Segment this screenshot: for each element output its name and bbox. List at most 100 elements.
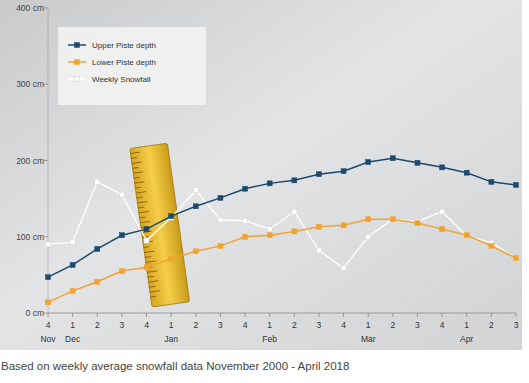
ruler-tick (149, 286, 155, 288)
y-tick (44, 160, 48, 161)
series-marker (95, 179, 100, 184)
series-marker (243, 218, 248, 223)
background (0, 0, 522, 350)
series-marker (46, 242, 51, 247)
series-marker (341, 266, 346, 271)
series-marker (316, 248, 321, 253)
series-marker (119, 233, 124, 238)
series-marker (169, 256, 174, 261)
month-label: Nov (40, 334, 56, 344)
series-marker (46, 300, 51, 305)
series-marker (218, 195, 223, 200)
y-tick (44, 236, 48, 237)
x-tick (442, 313, 443, 317)
x-tick (171, 313, 172, 317)
ruler-tick (140, 221, 150, 222)
series-marker (489, 243, 494, 248)
ruler-tick (139, 211, 149, 212)
series-marker (514, 182, 519, 187)
series-marker (267, 181, 272, 186)
series-marker (464, 233, 469, 238)
ruler-tick (151, 296, 157, 298)
ruler-tick (149, 281, 159, 282)
y-tick-label: 100 cm (16, 232, 44, 242)
series-marker (218, 243, 223, 248)
x-tick (195, 313, 196, 317)
series-marker (193, 204, 198, 209)
x-tick-label: 3 (317, 320, 322, 330)
series-marker (193, 249, 198, 254)
ruler-tick (139, 216, 145, 218)
ruler-tick (134, 177, 140, 179)
series-marker (316, 172, 321, 177)
series-marker (70, 240, 75, 245)
series-marker (119, 269, 124, 274)
series-marker (464, 233, 469, 238)
x-tick-label: 4 (144, 320, 149, 330)
series-marker (243, 234, 248, 239)
chart: 0 cm100 cm200 cm300 cm400 cm412341234123… (0, 0, 529, 383)
series-marker (218, 217, 223, 222)
x-tick (466, 313, 467, 317)
series-marker (193, 188, 198, 193)
y-axis (48, 8, 49, 313)
month-label: Dec (65, 334, 81, 344)
y-tick (44, 8, 48, 9)
series-marker (267, 227, 272, 232)
ruler-tick (133, 172, 143, 173)
x-tick-label: 2 (390, 320, 395, 330)
x-tick-label: 2 (95, 320, 100, 330)
ruler-tick (144, 251, 154, 252)
series-marker (144, 238, 149, 243)
ruler-tick (145, 256, 151, 258)
series-marker (366, 234, 371, 239)
series-marker (70, 262, 75, 267)
series-marker (292, 178, 297, 183)
month-label: Feb (262, 334, 277, 344)
x-tick (97, 313, 98, 317)
legend-label: Weekly Snowfall (92, 75, 151, 84)
legend: Upper Piste depthLower Piste depthWeekly… (58, 27, 206, 105)
x-tick (294, 313, 295, 317)
series-marker (366, 160, 371, 165)
series-marker (440, 209, 445, 214)
series-marker (144, 265, 149, 270)
ruler-tick (137, 197, 143, 199)
ruler-tick (146, 261, 156, 262)
y-tick-label: 300 cm (16, 79, 44, 89)
series-line (48, 158, 516, 277)
legend-swatch-marker (75, 43, 80, 48)
x-tick (48, 313, 49, 317)
series-marker (390, 217, 395, 222)
series-line (48, 219, 516, 302)
ruler-tick (131, 157, 137, 159)
x-tick (343, 313, 344, 317)
x-tick-label: 4 (46, 320, 51, 330)
series-marker (95, 279, 100, 284)
series-marker (95, 246, 100, 251)
series-marker (70, 288, 75, 293)
x-tick-label: 4 (243, 320, 248, 330)
series-marker (415, 221, 420, 226)
x-tick (368, 313, 369, 317)
month-label: Jan (164, 334, 178, 344)
x-tick-label: 1 (169, 320, 174, 330)
series-marker (169, 214, 174, 219)
series-marker (440, 227, 445, 232)
series-marker (267, 233, 272, 238)
series-marker (316, 224, 321, 229)
month-label: Apr (460, 334, 473, 344)
x-tick (269, 313, 270, 317)
x-tick (516, 313, 517, 317)
y-tick (44, 84, 48, 85)
x-tick-label: 2 (193, 320, 198, 330)
series-marker (464, 170, 469, 175)
ruler-tick (132, 162, 142, 163)
series-marker (292, 209, 297, 214)
series-marker (415, 160, 420, 165)
x-axis (48, 313, 516, 314)
x-tick (417, 313, 418, 317)
ruler-tick (150, 291, 160, 292)
series-marker (144, 227, 149, 232)
ruler-tick (130, 152, 140, 153)
